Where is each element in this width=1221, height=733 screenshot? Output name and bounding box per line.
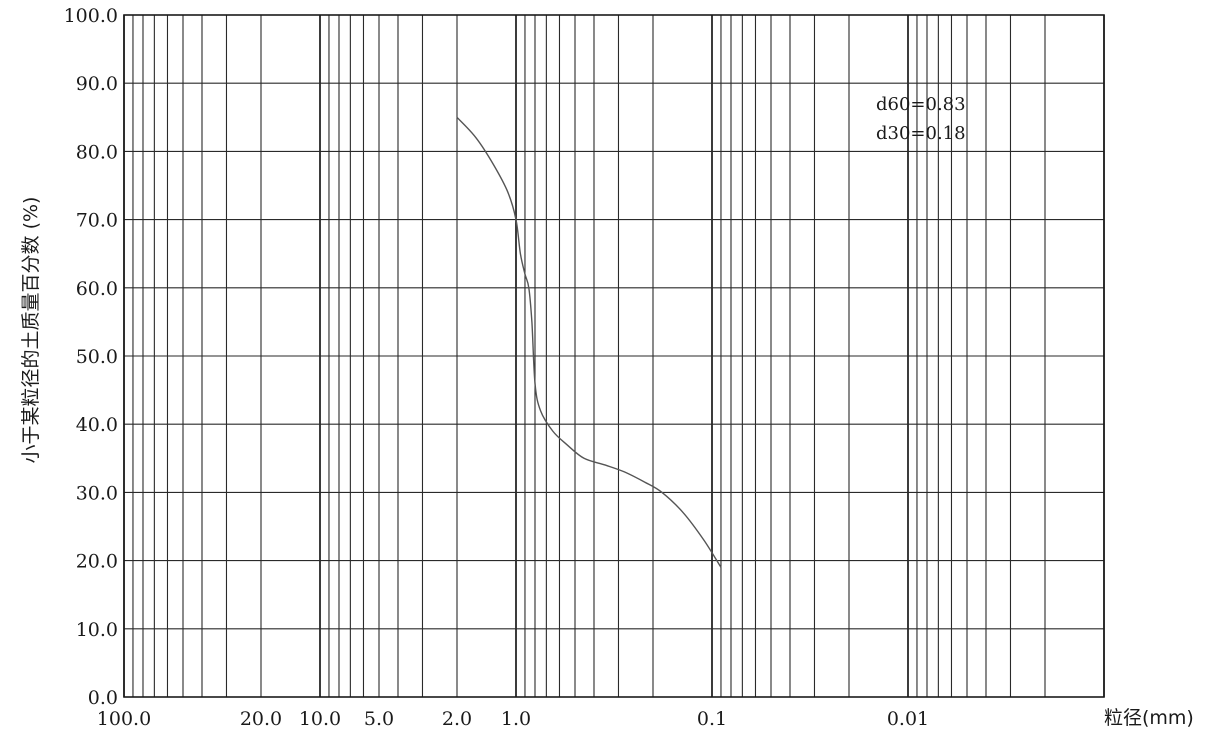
y-tick-label-0: 0.0 xyxy=(88,687,118,709)
y-tick-label-6: 60.0 xyxy=(76,278,118,300)
annotation-d60: d60=0.83 xyxy=(876,94,966,115)
x-tick-label-0: 100.0 xyxy=(97,708,151,730)
x-tick-label-4: 2.0 xyxy=(442,708,472,730)
y-tick-label-5: 50.0 xyxy=(76,346,118,368)
tick-layer: 0.010.020.030.040.050.060.070.080.090.01… xyxy=(64,5,930,730)
x-tick-label-3: 5.0 xyxy=(364,708,394,730)
x-tick-label-7: 0.01 xyxy=(887,708,929,730)
y-tick-label-10: 100.0 xyxy=(64,5,118,27)
y-tick-label-4: 40.0 xyxy=(76,414,118,436)
y-tick-label-3: 30.0 xyxy=(76,482,118,504)
x-tick-label-2: 10.0 xyxy=(299,708,341,730)
x-axis-label: 粒径(mm) xyxy=(1104,707,1194,729)
annotation-d30: d30=0.18 xyxy=(876,123,966,144)
curve-layer xyxy=(456,116,722,568)
y-tick-label-8: 80.0 xyxy=(76,141,118,163)
x-tick-label-1: 20.0 xyxy=(240,708,282,730)
y-tick-label-7: 70.0 xyxy=(76,210,118,232)
plot-frame xyxy=(123,14,1105,698)
y-tick-label-1: 10.0 xyxy=(76,619,118,641)
grading-curve-0 xyxy=(456,116,722,568)
x-tick-label-6: 0.1 xyxy=(697,708,727,730)
y-axis-label: 小于某粒径的土质量百分数 (%) xyxy=(20,197,42,464)
y-tick-label-9: 90.0 xyxy=(76,73,118,95)
x-tick-label-5: 1.0 xyxy=(501,708,531,730)
y-tick-label-2: 20.0 xyxy=(76,551,118,573)
grid-layer xyxy=(123,14,1105,698)
